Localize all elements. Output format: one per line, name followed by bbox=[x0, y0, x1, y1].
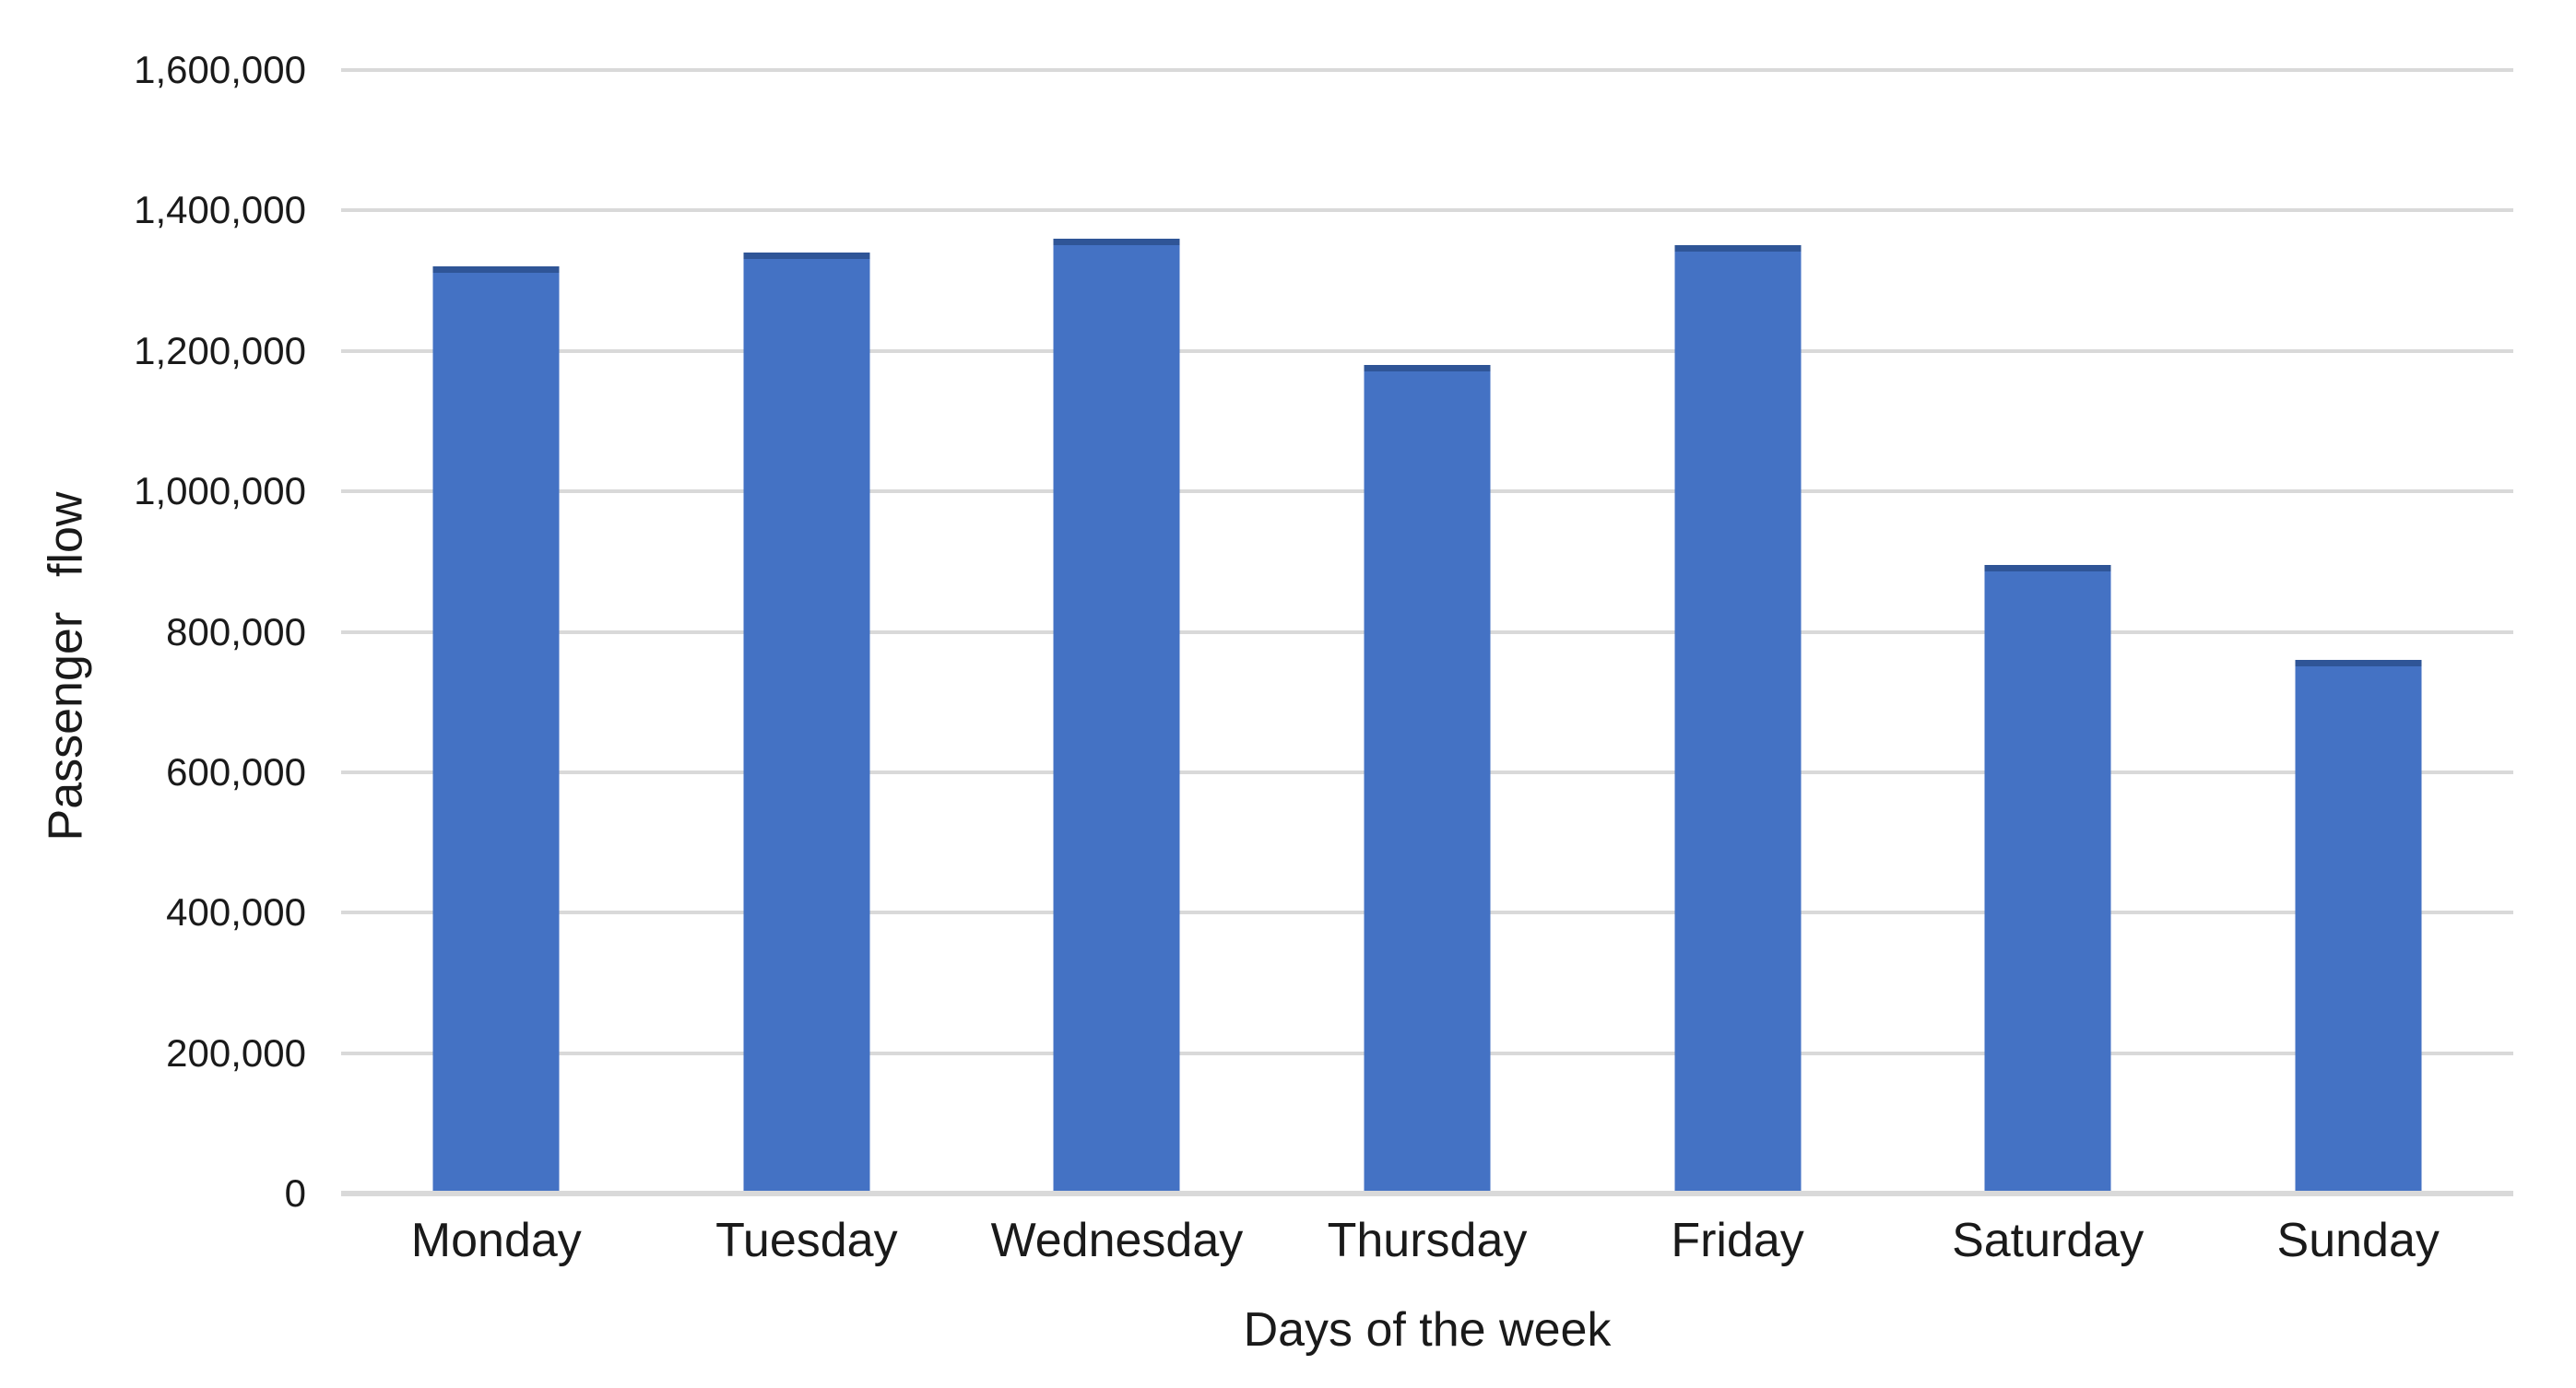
y-tick-label: 1,200,000 bbox=[134, 328, 306, 372]
x-tick-label: Sunday bbox=[2276, 1214, 2440, 1267]
x-axis-tick-labels: Monday Tuesday Wednesday Thursday Friday Satu… bbox=[341, 1214, 2513, 1288]
bar-thursday bbox=[1364, 365, 1491, 1194]
y-tick-label: 200,000 bbox=[166, 1030, 306, 1075]
bar-sunday bbox=[2295, 659, 2422, 1194]
y-tick-label: 0 bbox=[284, 1171, 306, 1215]
x-tick-label: Tuesday bbox=[715, 1214, 898, 1267]
gridline bbox=[341, 208, 2513, 213]
y-tick-label: 1,600,000 bbox=[134, 48, 306, 91]
x-tick-label: Thursday bbox=[1327, 1214, 1528, 1267]
y-tick-label: 1,400,000 bbox=[134, 188, 306, 232]
x-tick-label: Friday bbox=[1671, 1214, 1804, 1267]
y-tick-label: 600,000 bbox=[166, 749, 306, 794]
gridline bbox=[341, 348, 2513, 353]
bar-monday bbox=[432, 266, 560, 1194]
x-tick-label: Wednesday bbox=[990, 1214, 1244, 1267]
bar-friday bbox=[1674, 245, 1802, 1194]
y-tick-label: 800,000 bbox=[166, 609, 306, 653]
bar-saturday bbox=[1984, 565, 2111, 1194]
x-tick-label: Monday bbox=[410, 1214, 582, 1267]
y-axis-tick-labels: 0 200,000 400,000 600,000 800,000 1,000,000 1,… bbox=[0, 51, 306, 1213]
x-axis-baseline bbox=[341, 1191, 2513, 1196]
y-tick-label: 1,000,000 bbox=[134, 469, 306, 513]
plot-area bbox=[341, 68, 2513, 1196]
x-tick-label: Saturday bbox=[1952, 1214, 2145, 1267]
y-tick-label: 400,000 bbox=[166, 890, 306, 935]
gridline bbox=[341, 68, 2513, 72]
bar-tuesday bbox=[743, 253, 870, 1194]
bar-wednesday bbox=[1053, 238, 1180, 1194]
x-axis-title: Days of the week bbox=[1243, 1303, 1612, 1357]
